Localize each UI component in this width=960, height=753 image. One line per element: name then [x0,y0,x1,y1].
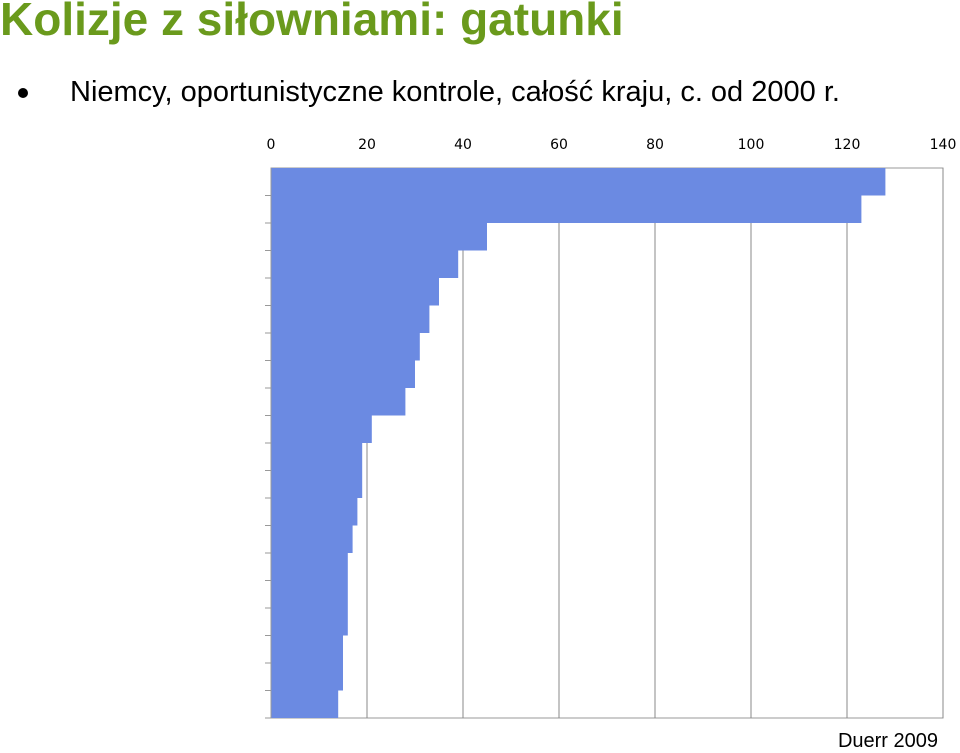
bar [271,333,420,361]
bar [271,388,406,416]
bar [271,635,343,663]
x-tick-label: 100 [738,137,765,153]
bullet-text: Niemcy, oportunistyczne kontrole, całość… [70,76,840,108]
bullet-point [18,88,28,98]
slide-title: Kolizje z siłowniami: gatunki [0,0,624,45]
x-tick-label: 60 [550,137,568,153]
bar [271,250,459,278]
bar [271,663,343,691]
bar [271,360,415,388]
bar [271,553,348,581]
x-tick-label: 40 [454,137,472,153]
x-tick-label: 0 [267,137,276,153]
bar [271,525,353,553]
bar [271,498,358,526]
x-tick-label: 80 [646,137,664,153]
bar [271,690,339,718]
bar [271,608,348,636]
x-tick-label: 140 [930,137,957,153]
bar [271,195,862,223]
x-tick-label: 120 [834,137,861,153]
bar [271,305,430,333]
bar [271,580,348,608]
source-note: Duerr 2009 [837,730,938,752]
bar [271,415,372,443]
bar [271,278,439,306]
bar [271,470,363,498]
bar [271,168,886,196]
x-tick-label: 20 [358,137,376,153]
bar [271,223,487,251]
bar [271,443,363,471]
